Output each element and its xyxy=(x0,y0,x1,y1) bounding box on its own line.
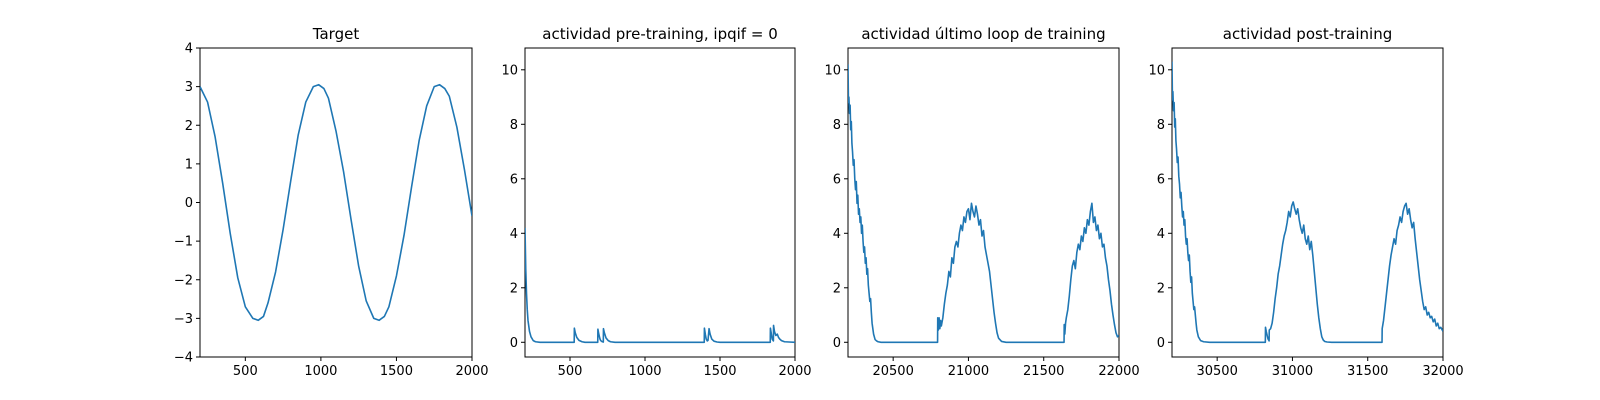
y-tick-label: 4 xyxy=(510,227,518,242)
subplot-pre-training: actividad pre-training, ipqif = 0 500 1000… xyxy=(501,25,811,379)
x-tick-label: 2000 xyxy=(455,364,488,379)
y-tick-label: 2 xyxy=(833,281,841,296)
chart-title: Target xyxy=(312,25,360,43)
x-tick-label: 500 xyxy=(233,364,258,379)
y-tick-label: −1 xyxy=(174,235,193,250)
y-tick-label: 6 xyxy=(833,172,841,187)
series-line xyxy=(525,227,795,344)
x-tick-label: 32000 xyxy=(1422,364,1463,379)
y-tick-label: 10 xyxy=(501,63,518,78)
series-line xyxy=(1172,61,1443,344)
plot-frame xyxy=(1171,47,1444,358)
y-tick-label: 8 xyxy=(510,118,518,133)
y-tick-label: 10 xyxy=(1148,63,1165,78)
x-tick-label: 21000 xyxy=(948,364,989,379)
y-tick-label: 0 xyxy=(185,196,193,211)
y-tick-label: 3 xyxy=(185,80,193,95)
plot-frame xyxy=(847,47,1120,358)
x-tick-label: 1500 xyxy=(380,364,413,379)
chart-title: actividad pre-training, ipqif = 0 xyxy=(542,25,778,43)
y-tick-label: 1 xyxy=(185,157,193,172)
x-tick-label: 21500 xyxy=(1023,364,1064,379)
subplot-target: Target 500 1000 1500 2000 −4 −3 −2 −1 0 1 2 3 4 xyxy=(174,25,489,379)
x-tick-label: 1000 xyxy=(304,364,337,379)
y-tick-label: 2 xyxy=(510,281,518,296)
y-tick-label: 0 xyxy=(1157,336,1165,351)
x-tick-label: 31500 xyxy=(1347,364,1388,379)
y-tick-label: 8 xyxy=(833,118,841,133)
x-tick-label: 1000 xyxy=(628,364,661,379)
x-tick-label: 22000 xyxy=(1098,364,1139,379)
y-tick-label: 10 xyxy=(824,63,841,78)
plot-frame xyxy=(524,47,796,358)
y-tick-label: 6 xyxy=(510,172,518,187)
y-tick-label: −4 xyxy=(174,351,193,366)
x-tick-label: 2000 xyxy=(778,364,811,379)
chart-title: actividad último loop de training xyxy=(861,25,1105,43)
x-tick-label: 500 xyxy=(558,364,583,379)
chart-title: actividad post-training xyxy=(1223,25,1392,43)
y-tick-label: 0 xyxy=(510,336,518,351)
y-tick-label: −2 xyxy=(174,273,193,288)
y-tick-label: 2 xyxy=(1157,281,1165,296)
x-tick-label: 20500 xyxy=(872,364,913,379)
series-line xyxy=(848,64,1119,344)
series-line xyxy=(200,83,472,322)
x-tick-label: 31000 xyxy=(1272,364,1313,379)
subplot-post-training: actividad post-training 30500 31000 31500 32… xyxy=(1148,25,1463,379)
y-tick-label: 6 xyxy=(1157,172,1165,187)
y-tick-label: 4 xyxy=(1157,227,1165,242)
y-tick-label: 4 xyxy=(833,227,841,242)
y-tick-label: 2 xyxy=(185,119,193,134)
y-tick-label: −3 xyxy=(174,312,193,327)
y-tick-label: 0 xyxy=(833,336,841,351)
y-tick-label: 8 xyxy=(1157,118,1165,133)
y-tick-label: 4 xyxy=(185,42,193,57)
x-tick-label: 1500 xyxy=(703,364,736,379)
x-tick-label: 30500 xyxy=(1196,364,1237,379)
